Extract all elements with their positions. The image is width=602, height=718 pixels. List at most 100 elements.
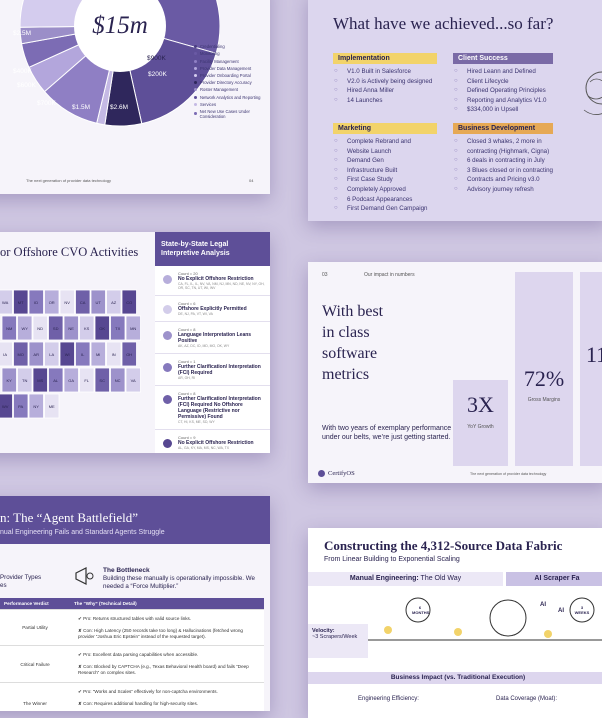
table-row: Critical Failure ✔ Pro: Excellent data pa… [0,646,264,683]
legend-label: Roster Management [200,87,238,93]
legend-item: Facility Management [194,59,268,64]
megaphone-icon [75,567,94,585]
map-state-label: NC [115,378,121,383]
legend-states: DE, NJ, PA, VT, WI, VA [178,312,213,316]
client-success-section: Client Success Hired Leann and Defined Cl… [453,53,553,116]
table-verdict-cell: Partial Utility [22,625,48,631]
legend-count: Count = 8 [178,391,196,396]
data-coverage-label: Data Coverage (Moat): [496,696,558,702]
bottleneck-text: Building these manually is operationally… [103,575,255,590]
map-state-label: GA [68,378,74,383]
battlefield-title: n: The “Agent Battlefield” [0,510,139,525]
ai-scraper-header: AI Scraper Fa [506,572,602,586]
metrics-slide[interactable]: 03 Our impact in numbers With best in cl… [308,262,602,483]
legend-label: Facility Management [200,58,239,64]
donut-slice-label: $3.8M [130,6,149,13]
metrics-headline: With best in class software metrics [322,301,383,385]
table-detail-line: ✘ Con: Requires additional handling for … [78,700,199,706]
donut-center-value: $15m [92,12,148,39]
legend-dot [163,363,172,372]
provider-types-caption: Provider Types es [0,574,41,590]
legend-item: Credentialing [194,44,268,49]
implementation-heading: Implementation [333,53,437,64]
map-state [59,341,75,367]
legend-states: AK, AZ, DC, ID, MD, MO, OK, WY [178,344,230,348]
list-item: Completely Approved [333,186,437,194]
battlefield-header: n: The “Agent Battlefield” nual Engineer… [0,496,270,544]
table-detail-line: ✔ Pro: Returns structured tables with va… [78,616,192,621]
legend-swatch [194,52,197,56]
legend-dot [163,395,172,404]
map-state-label: IN [112,352,116,357]
map-state [13,289,29,315]
map-state-label: IA [3,352,7,357]
legend-label: Provider Directory Accuracy [200,80,252,86]
map-state [125,315,141,341]
metric-card-third: 11 [580,272,602,466]
donut-slice-label: $200K [148,71,167,78]
us-map: WA MT ID OR NV CA UT AZ CO NM WY ND SD NE KS OK TX MN IA MO… [0,289,141,419]
map-slide[interactable]: or Offshore CVO Activities WA MT ID OR NV CA U… [0,232,270,453]
map-state [63,315,79,341]
table-detail-cell: ✔ Pro: Returns structured tables with va… [70,610,264,645]
map-state-label: IL [81,352,85,357]
velocity-label: Velocity: [312,628,335,634]
table-row: The Winner ✔ Pro: “Works and Scales” effe… [0,683,264,711]
fabric-slide[interactable]: Constructing the 4,312-Source Data Fabri… [308,528,602,718]
table-detail-line: ✔ Pro: Excellent data parsing capabiliti… [78,652,199,658]
map-state [28,289,44,315]
map-state-label: AR [33,352,39,357]
table-detail-cell: ✔ Pro: Excellent data parsing capabiliti… [70,646,264,681]
legend-item: Net New Use Cases Under Consideration [194,109,268,119]
headline-line-3: software [322,345,378,362]
fabric-title: Constructing the 4,312-Source Data Fabri… [324,538,563,553]
donut-slice-label: $400K [13,68,32,75]
legend-states: CT, HI, KS, ME, SD, WY [178,420,215,424]
legend-row: Count = 8 Further Clarification/ Interpre… [155,386,270,430]
map-state [0,393,13,419]
legend-item: Provider Onboarding Portal [194,73,268,78]
business-development-section: Business Development Closed 3 whales, 2 … [453,123,553,196]
donut-legend: Credentialing Monitoring Facility Manageme… [194,42,268,121]
map-state [32,367,48,393]
battlefield-slide[interactable]: n: The “Agent Battlefield” nual Engineer… [0,496,270,711]
legend-dot [163,439,172,448]
gear-label-weeks: 3 WEEKS [574,605,590,615]
list-item: V1.0 Built in Salesforce [333,68,437,76]
map-state-label: MI [96,352,100,357]
map-state-label: KY [7,378,13,383]
list-item: Client Lifecycle [453,78,553,86]
map-state [28,393,44,419]
map-state [13,393,29,419]
map-state-label: MO [17,352,23,357]
map-state [44,393,60,419]
achieved-slide[interactable]: What have we achieved...so far? Implemen… [308,0,602,221]
legend-text: Count = 20 No Explicit Offshore Restricti… [178,271,266,290]
map-state [79,367,95,393]
map-state [44,341,60,367]
achieved-title: What have we achieved...so far? [333,14,554,33]
velocity-value: ~3 Scrapers/Week [312,634,358,640]
legend-swatch [194,81,197,85]
gears-illustration [368,597,602,641]
map-state-label: TX [115,326,120,331]
legend-label: No Explicit Offshore Restriction [178,276,254,282]
manual-engineering-header: Manual Engineering: The Old Way [308,572,503,586]
legend-text: Count = 8 Language Interpretation Leans P… [178,327,266,348]
list-item: V2.0 is Actively being designed [333,78,437,86]
map-state-label: ID [34,300,38,305]
donut-slide[interactable]: $15m $2M$3.8M$2.5M$400K$600K$700K$1.5M$2… [0,0,270,194]
map-state-label: SC [99,378,105,383]
metrics-body: With two years of exemplary performance … [322,425,452,441]
legend-dot [163,331,172,340]
table-verdict-cell: Critical Failure [20,661,50,667]
metric-margins-value: 72% [523,366,565,391]
battlefield-subtitle: nual Engineering Fails and Standard Agen… [0,529,165,536]
map-state-label: ME [49,404,55,409]
map-state-label: AZ [111,300,117,305]
legend-row: Count = 8 Language Interpretation Leans P… [155,322,270,354]
headline-line-1: With best [322,303,384,320]
gear-label-months: 6 MONTHS [412,605,430,615]
legend-item: Network Analytics and Reporting [194,95,268,100]
donut-slice-label: $700K [37,100,56,107]
